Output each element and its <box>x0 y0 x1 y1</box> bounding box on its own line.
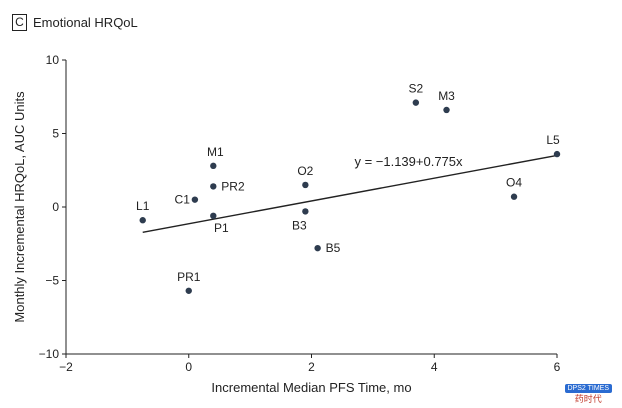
point-label-pr2: PR2 <box>221 179 245 193</box>
y-tick-label: 10 <box>46 53 60 67</box>
data-point-o4 <box>510 193 518 200</box>
x-ticks: −2 0 2 4 6 <box>59 354 561 374</box>
data-point-o2 <box>302 181 309 189</box>
data-point-m3 <box>443 106 450 114</box>
x-tick-label: −2 <box>59 360 73 374</box>
data-points: S2 M3 L5 M1 O2 PR2 C1 O4 L1 P1 B3 B5 PR1 <box>136 82 561 294</box>
data-point-p1 <box>210 212 217 220</box>
point-label-s2: S2 <box>408 82 423 96</box>
watermark-top: DPS2 TIMES <box>564 384 612 393</box>
point-label-p1: P1 <box>214 221 229 235</box>
data-point-pr2 <box>210 183 217 190</box>
watermark-bottom: 药时代 <box>574 394 602 404</box>
y-tick-label: 0 <box>52 200 59 214</box>
regression-line <box>142 154 558 233</box>
data-point-l1 <box>139 217 146 224</box>
x-tick-label: 2 <box>308 360 315 374</box>
y-ticks: −10 −5 0 5 10 <box>39 53 66 361</box>
y-tick-label: −5 <box>45 274 59 288</box>
point-label-c1: C1 <box>175 193 191 207</box>
data-point-l5 <box>553 150 561 158</box>
x-tick-label: 6 <box>554 360 561 374</box>
regression-equation: y = −1.139+0.775x <box>354 154 463 169</box>
watermark-logo: DPS2 TIMES 药时代 <box>564 378 612 404</box>
y-tick-label: 5 <box>52 127 59 141</box>
point-label-l1: L1 <box>136 199 150 213</box>
point-label-l5: L5 <box>546 133 560 147</box>
data-point-c1 <box>191 196 199 203</box>
point-label-o4: O4 <box>506 176 522 190</box>
point-label-pr1: PR1 <box>177 270 201 284</box>
point-label-b3: B3 <box>292 218 307 232</box>
x-tick-label: 0 <box>185 360 192 374</box>
point-label-m3: M3 <box>438 89 455 103</box>
point-label-m1: M1 <box>207 145 224 159</box>
x-axis-label: Incremental Median PFS Time, mo <box>211 380 411 395</box>
y-tick-label: −10 <box>39 347 60 361</box>
data-point-pr1 <box>185 287 192 294</box>
panel-letter: C <box>12 14 27 31</box>
point-label-o2: O2 <box>297 164 313 178</box>
data-point-m1 <box>210 162 217 170</box>
point-label-b5: B5 <box>326 241 341 255</box>
y-axis-label: Monthly Incremental HRQoL, AUC Units <box>12 91 27 323</box>
data-point-b3 <box>302 208 309 215</box>
data-point-b5 <box>314 244 321 252</box>
data-point-s2 <box>412 99 420 106</box>
panel-header: C Emotional HRQoL <box>12 14 138 31</box>
chart-title: Emotional HRQoL <box>33 15 138 30</box>
x-tick-label: 4 <box>431 360 438 374</box>
